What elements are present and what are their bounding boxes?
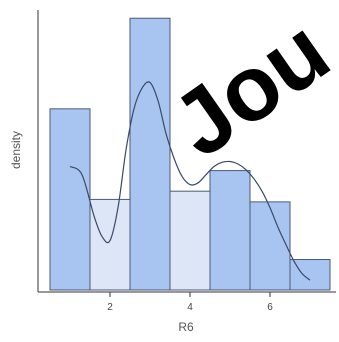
bar-s0-6 [289, 259, 331, 291]
watermark-text: Jou [155, 0, 339, 177]
density-curve [69, 81, 311, 281]
bar-s0-2 [129, 17, 171, 291]
bar-s0-5 [249, 201, 291, 291]
bar-s1-1 [169, 190, 211, 291]
bar-s0-0 [49, 108, 91, 291]
watermark: Jou [155, 0, 339, 177]
x-tick-label-1: 4 [187, 302, 193, 313]
y-axis-label: density [9, 131, 23, 169]
bar-s0-4 [209, 170, 251, 291]
bar-s1-0 [89, 198, 131, 291]
x-tick-label-2: 6 [267, 302, 273, 313]
overlay-bars-layer [89, 190, 211, 291]
x-ticks: 2 4 6 [107, 292, 273, 313]
x-tick-label-0: 2 [107, 302, 113, 313]
x-axis-label: R6 [178, 320, 194, 334]
